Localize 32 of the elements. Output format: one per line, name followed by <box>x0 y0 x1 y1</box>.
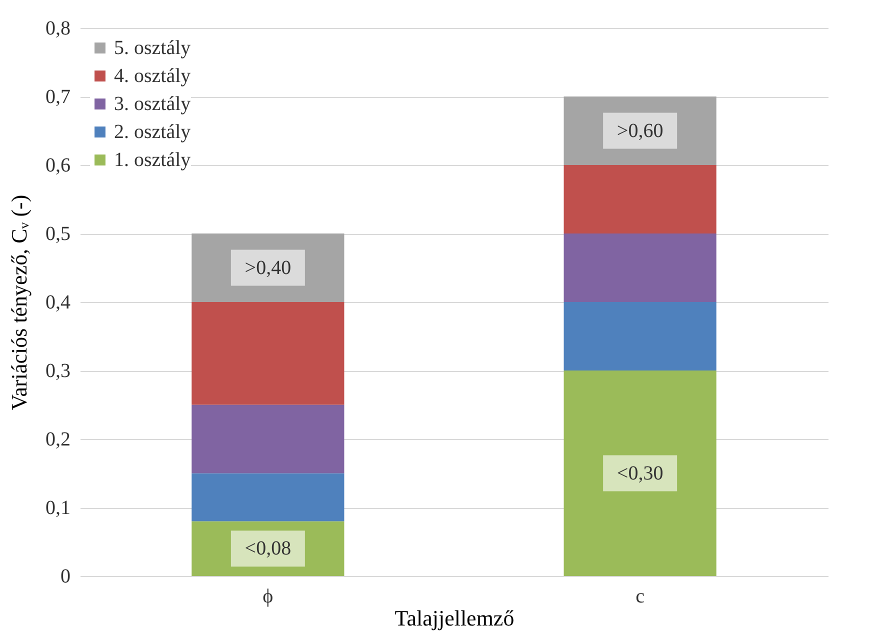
data-label: <0,30 <box>616 462 664 484</box>
legend-label: 5. osztály <box>114 37 191 59</box>
data-label: >0,40 <box>244 256 292 279</box>
legend-label: 2. osztály <box>114 121 191 143</box>
bar <box>564 302 716 370</box>
bar <box>192 234 344 302</box>
y-tick-label: 0,5 <box>46 223 70 245</box>
bar <box>192 521 344 576</box>
bar <box>564 370 716 576</box>
y-tick-label: 0 <box>60 566 70 588</box>
legend-label: 4. osztály <box>114 65 191 87</box>
legend-label: 1. osztály <box>114 149 191 171</box>
data-label: >0,60 <box>616 120 664 142</box>
data-label: <0,08 <box>244 538 292 560</box>
legend-label: 3. osztály <box>114 93 191 115</box>
y-axis-title: Variációs tényező, Cᵥ (-) <box>6 194 32 410</box>
y-tick-label: 0,1 <box>46 497 70 519</box>
bar <box>192 302 344 405</box>
y-tick-label: 0,2 <box>46 428 70 450</box>
bar <box>192 473 344 522</box>
y-tick-label: 0,4 <box>46 292 70 314</box>
y-tick-label: 0,3 <box>46 360 70 382</box>
y-tick-label: 0,6 <box>46 154 70 176</box>
x-tick-label: c <box>636 586 645 608</box>
bar <box>564 165 716 234</box>
x-axis-title: Talajjellemző <box>394 606 514 630</box>
bar <box>192 404 344 474</box>
x-tick-label: ϕ <box>262 586 274 608</box>
bar <box>564 96 716 165</box>
y-tick-label: 0,8 <box>46 18 70 40</box>
y-tick-label: 0,7 <box>46 86 70 108</box>
bar <box>564 234 716 302</box>
